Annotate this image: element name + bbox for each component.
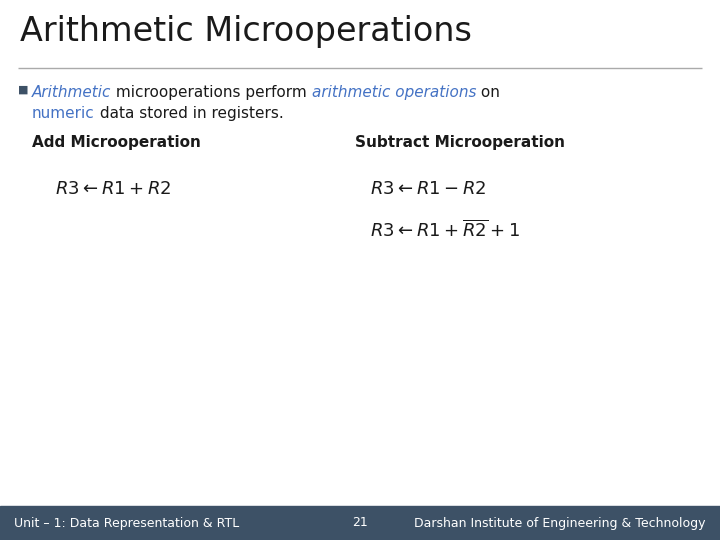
Text: $R3 \leftarrow R1 + \overline{R2} + 1$: $R3 \leftarrow R1 + \overline{R2} + 1$ xyxy=(370,220,520,241)
Text: $R3 \leftarrow R1 - R2$: $R3 \leftarrow R1 - R2$ xyxy=(370,180,487,198)
Text: data stored in registers.: data stored in registers. xyxy=(95,106,284,121)
Text: Arithmetic Microoperations: Arithmetic Microoperations xyxy=(20,15,472,48)
Text: Unit – 1: Data Representation & RTL: Unit – 1: Data Representation & RTL xyxy=(14,516,239,530)
Text: 21: 21 xyxy=(352,516,368,530)
Text: ■: ■ xyxy=(18,85,29,95)
Text: Darshan Institute of Engineering & Technology: Darshan Institute of Engineering & Techn… xyxy=(415,516,706,530)
Text: arithmetic operations: arithmetic operations xyxy=(312,85,477,100)
Text: Arithmetic: Arithmetic xyxy=(32,85,112,100)
Text: Add Microoperation: Add Microoperation xyxy=(32,135,201,150)
Bar xyxy=(0,506,720,540)
Text: Subtract Microoperation: Subtract Microoperation xyxy=(355,135,565,150)
Text: numeric: numeric xyxy=(32,106,95,121)
Text: $R3 \leftarrow R1 + R2$: $R3 \leftarrow R1 + R2$ xyxy=(55,180,171,198)
Text: on: on xyxy=(477,85,500,100)
Text: microoperations perform: microoperations perform xyxy=(112,85,312,100)
